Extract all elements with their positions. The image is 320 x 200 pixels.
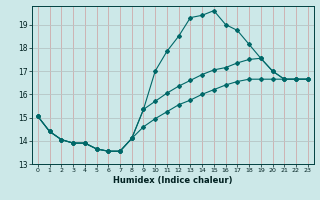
X-axis label: Humidex (Indice chaleur): Humidex (Indice chaleur) — [113, 176, 233, 185]
